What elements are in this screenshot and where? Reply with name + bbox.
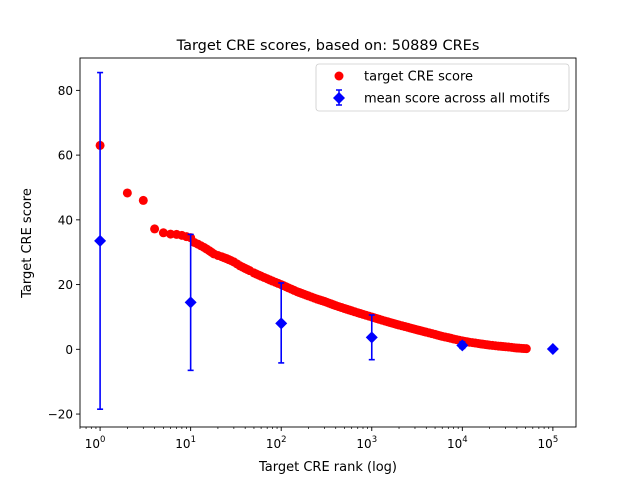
x-tick-label-exponent: 1: [191, 435, 196, 445]
chart-title: Target CRE scores, based on: 50889 CREs: [176, 38, 480, 54]
y-tick-label: 80: [58, 84, 73, 98]
target-cre-score-point-dense: [224, 255, 234, 265]
y-tick-label: 60: [58, 149, 73, 163]
y-tick-label: −20: [48, 408, 73, 422]
plot-frame: [79, 57, 577, 428]
y-tick-label: 40: [58, 213, 73, 227]
target-cre-score-point: [122, 188, 132, 198]
target-cre-score-point: [150, 224, 160, 234]
x-tick-label-exponent: 3: [372, 435, 377, 445]
x-tick-label: 104: [447, 435, 468, 451]
x-tick-label: 101: [175, 435, 196, 451]
mean-score-point: [456, 339, 469, 352]
x-tick-label-exponent: 0: [100, 435, 105, 445]
x-tick-label: 103: [356, 435, 377, 451]
plot-marks: [94, 71, 559, 410]
legend-label-mean-score: mean score across all motifs: [364, 92, 550, 107]
x-axis-ticks: 100 101 102 103 104 105: [79, 427, 559, 451]
target-cre-score-point-dense: [206, 247, 216, 257]
legend-marker-target-cre-score: [334, 71, 344, 81]
x-axis-label: Target CRE rank (log): [258, 460, 397, 475]
x-tick-label-exponent: 5: [553, 435, 558, 445]
legend: target CRE score mean score across all m…: [315, 63, 570, 112]
target-cre-score-point: [158, 228, 168, 238]
target-cre-score-point-dense: [519, 344, 529, 354]
x-tick-label-exponent: 2: [281, 435, 286, 445]
mean-score-point: [546, 342, 559, 355]
x-tick-label: 100: [85, 435, 106, 451]
legend-marker-mean-score: [333, 92, 345, 104]
target-cre-score-point: [138, 195, 148, 205]
y-tick-label: 0: [65, 343, 73, 357]
mean-score-point: [275, 317, 288, 330]
x-tick-label: 105: [538, 435, 559, 451]
target-cre-score-point-dense: [242, 265, 252, 275]
y-axis-label: Target CRE score: [20, 188, 35, 299]
y-tick-label: 20: [58, 278, 73, 292]
legend-box: [315, 63, 570, 112]
legend-label-target-cre-score: target CRE score: [364, 70, 473, 85]
y-axis-ticks: −20 0 20 40 60 80: [48, 84, 80, 422]
mean-score-point: [365, 331, 378, 344]
x-tick-label: 102: [266, 435, 287, 451]
x-tick-label-exponent: 4: [462, 435, 467, 445]
mean-score-point: [184, 296, 197, 309]
mean-score-point: [94, 234, 107, 247]
